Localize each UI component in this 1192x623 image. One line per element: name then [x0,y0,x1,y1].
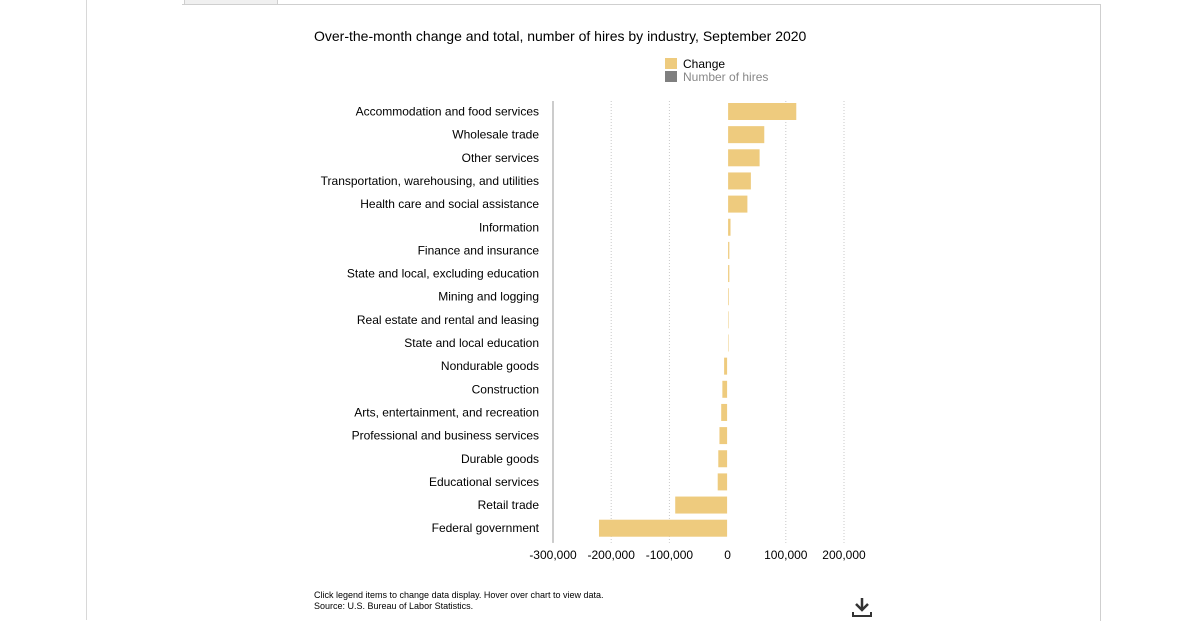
x-tick-label: -200,000 [588,548,636,562]
bar-health-care-and-social-assistance[interactable] [727,195,748,213]
category-label: State and local education [404,336,539,350]
legend-swatch-number-of-hires [665,71,677,82]
legend-item-number-of-hires[interactable]: Number of hires [665,69,769,84]
tab-stub[interactable] [184,0,278,5]
legend-item-change[interactable]: Change [665,56,768,71]
x-tick-label: 100,000 [764,548,808,562]
bar-durable-goods[interactable] [718,450,728,468]
category-label: Health care and social assistance [360,197,539,211]
bar-mining-and-logging[interactable] [727,288,729,306]
category-label: Wholesale trade [452,128,539,142]
bar-nondurable-goods[interactable] [724,357,728,375]
bar-retail-trade[interactable] [675,496,728,514]
category-label: Mining and logging [438,290,539,304]
category-label: Nondurable goods [441,359,539,373]
bar-accommodation-and-food-services[interactable] [727,103,797,120]
bar-finance-and-insurance[interactable] [727,241,730,259]
chart-panel [182,4,1101,621]
bar-wholesale-trade[interactable] [727,126,765,144]
category-label: Educational services [429,475,539,489]
legend-swatch-change [665,58,677,69]
bar-transportation-warehousing-and-utilities[interactable] [727,172,751,190]
category-label: Federal government [432,521,540,535]
category-label: Durable goods [461,452,539,466]
chart-title: Over-the-month change and total, number … [314,28,807,44]
category-label: Other services [462,151,539,165]
category-label: Real estate and rental and leasing [357,313,539,327]
bar-construction[interactable] [722,380,728,398]
bar-state-and-local-excluding-education[interactable] [727,265,730,283]
bar-federal-government[interactable] [598,519,728,537]
bar-professional-and-business-services[interactable] [719,427,728,445]
category-label: Finance and insurance [418,243,540,257]
category-label: Retail trade [478,498,540,512]
legend-label-change: Change [683,56,726,71]
chart-footnote: Click legend items to change data displa… [314,590,603,612]
chart-legend: Change Number of hires [665,56,769,84]
x-tick-label: 0 [724,548,731,562]
legend-label-number-of-hires: Number of hires [683,69,769,84]
bar-information[interactable] [727,218,731,236]
x-tick-label: -300,000 [529,548,577,562]
bar-arts-entertainment-and-recreation[interactable] [721,403,728,421]
x-tick-label: -100,000 [646,548,694,562]
category-label: State and local, excluding education [347,267,539,281]
category-label: Accommodation and food services [356,105,539,119]
category-label: Transportation, warehousing, and utiliti… [321,174,539,188]
category-label: Professional and business services [352,429,539,443]
category-label: Arts, entertainment, and recreation [354,405,539,419]
download-icon[interactable] [851,596,873,618]
category-label: Construction [472,382,539,396]
category-label: Information [479,220,539,234]
footnote-source: Source: U.S. Bureau of Labor Statistics. [314,601,474,611]
page-border [86,0,87,620]
footnote-instructions: Click legend items to change data displa… [314,590,604,600]
bar-other-services[interactable] [727,149,760,167]
bar-educational-services[interactable] [717,473,728,491]
x-tick-label: 200,000 [822,548,866,562]
